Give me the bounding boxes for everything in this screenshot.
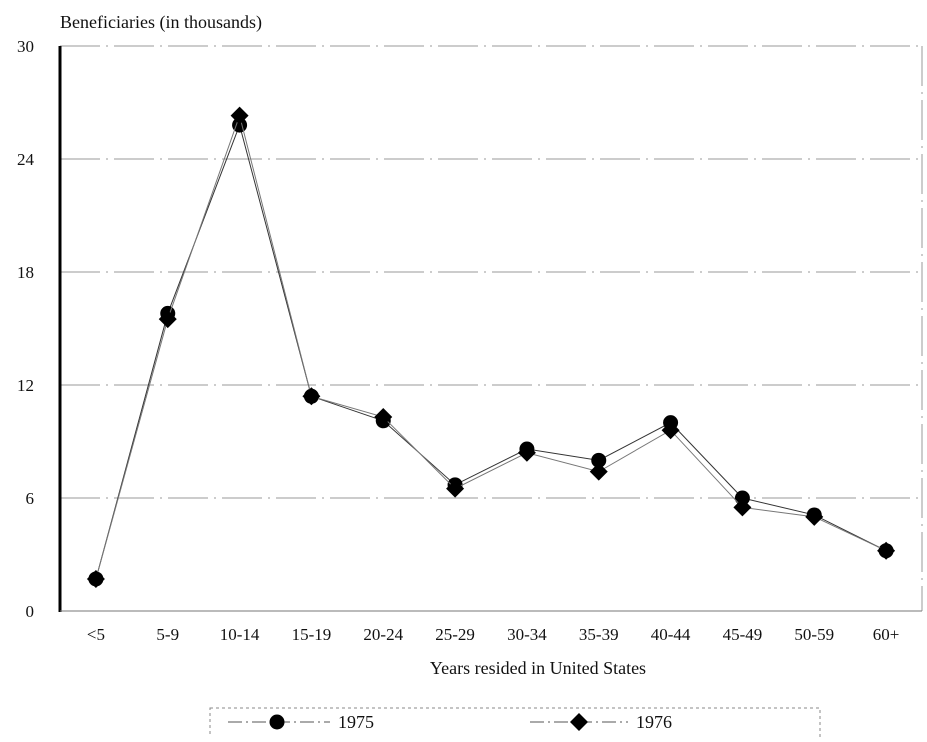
data-point — [591, 452, 607, 468]
y-tick-label: 6 — [26, 489, 35, 508]
legend-label: 1975 — [338, 712, 374, 732]
y-axis-title: Beneficiaries (in thousands) — [60, 12, 262, 33]
series-1975 — [88, 117, 894, 587]
data-point — [661, 421, 680, 440]
legend-item: 1976 — [530, 712, 672, 732]
data-point — [733, 498, 752, 517]
data-point — [158, 310, 177, 329]
data-point — [230, 106, 249, 125]
x-tick-label: <5 — [87, 625, 105, 644]
x-tick-label: 35-39 — [579, 625, 619, 644]
x-tick-label: 20-24 — [363, 625, 403, 644]
x-tick-label: 15-19 — [292, 625, 332, 644]
y-tick-label: 12 — [17, 376, 34, 395]
legend-marker — [570, 713, 588, 731]
data-point — [589, 462, 608, 481]
x-tick-label: 45-49 — [723, 625, 763, 644]
data-point — [877, 541, 896, 560]
x-tick-label: 25-29 — [435, 625, 475, 644]
y-tick-label: 30 — [17, 37, 34, 56]
x-tick-label: 40-44 — [651, 625, 691, 644]
data-point — [374, 408, 393, 427]
x-tick-label: 5-9 — [156, 625, 179, 644]
series-1976 — [86, 106, 896, 588]
data-series — [86, 106, 896, 588]
data-point — [805, 507, 824, 526]
legend: 1975 1976 — [209, 707, 821, 739]
data-point — [734, 490, 750, 506]
gridlines — [60, 45, 923, 611]
series-line — [95, 123, 887, 580]
x-tick-label: 60+ — [873, 625, 900, 644]
y-tick-labels: 0 6 12 18 24 30 — [17, 37, 35, 621]
x-tick-label: 50-59 — [794, 625, 834, 644]
data-point — [86, 569, 105, 588]
x-tick-labels: <5 5-9 10-14 15-19 20-24 25-29 30-34 35-39 40-44… — [87, 625, 900, 644]
data-point — [517, 443, 536, 462]
y-tick-label: 0 — [26, 602, 35, 621]
x-tick-label: 10-14 — [220, 625, 260, 644]
y-tick-label: 18 — [17, 263, 34, 282]
series-line — [95, 113, 887, 580]
data-point — [446, 479, 465, 498]
legend-label: 1976 — [636, 712, 672, 732]
y-tick-label: 24 — [17, 150, 35, 169]
x-axis-title: Years resided in United States — [430, 658, 646, 678]
legend-item: 1975 — [228, 712, 374, 732]
data-point — [302, 387, 321, 406]
x-tick-label: 30-34 — [507, 625, 547, 644]
legend-marker — [269, 714, 285, 730]
